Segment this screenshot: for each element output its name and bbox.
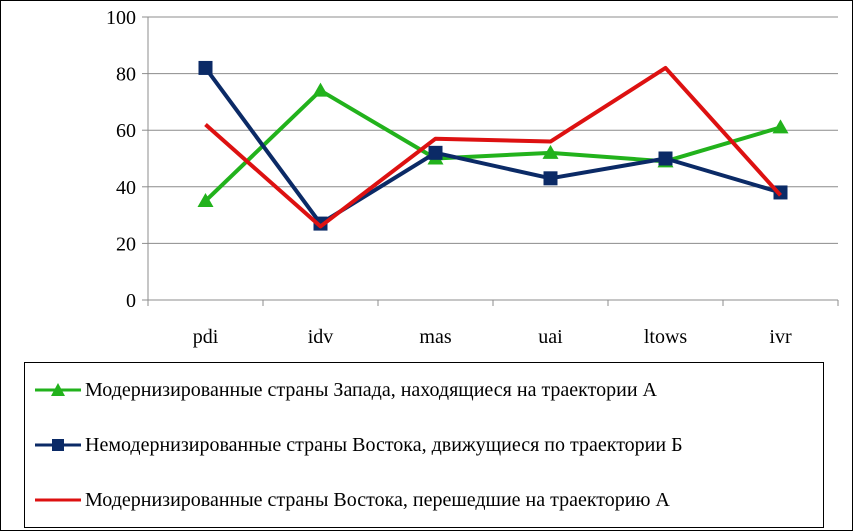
legend-swatch-red-line [35, 498, 81, 502]
legend-swatch-green-triangle [35, 383, 81, 396]
y-tick-label: 40 [116, 177, 136, 199]
data-point-triangle [197, 192, 214, 207]
series-line-0 [204, 88, 782, 203]
data-point-triangle [542, 144, 559, 159]
data-point-square [428, 145, 443, 160]
y-tick-label: 0 [126, 290, 136, 312]
y-tick-label: 20 [116, 233, 136, 255]
y-tick-label: 60 [116, 120, 136, 142]
legend-label: Модернизированные страны Востока, переше… [85, 488, 670, 511]
legend-label: Немодернизированные страны Востока, движ… [85, 433, 683, 456]
series-line-2 [204, 65, 782, 229]
line-chart: 0 20 40 60 80 100 pdi idv mas uai ltows ivr [106, 7, 839, 348]
chart-legend: Модернизированные страны Запада, находящ… [24, 362, 824, 528]
x-tick-label-ivr: ivr [769, 326, 792, 348]
y-tick-label: 100 [106, 7, 136, 29]
x-tick-label-mas: mas [419, 326, 451, 348]
y-tick-label: 80 [116, 64, 136, 86]
data-point-square [543, 171, 558, 186]
x-tick-label-uai: uai [538, 326, 563, 348]
x-tick-label-pdi: pdi [193, 326, 219, 348]
legend-entry-western-modernized: Модернизированные страны Запада, находящ… [35, 375, 657, 405]
x-tick-label-ltows: ltows [644, 326, 688, 348]
x-tick-label-idv: idv [308, 326, 334, 348]
data-point-square [198, 60, 213, 75]
legend-label: Модернизированные страны Запада, находящ… [85, 378, 657, 401]
legend-entry-eastern-modernized: Модернизированные страны Востока, переше… [35, 485, 670, 515]
data-point-triangle [772, 119, 789, 134]
legend-swatch-navy-square [35, 439, 81, 451]
legend-entry-eastern-nonmodernized: Немодернизированные страны Востока, движ… [35, 430, 683, 460]
data-point-square [313, 216, 328, 231]
series-line-1 [203, 66, 782, 226]
data-point-triangle [312, 82, 329, 97]
data-point-square [658, 151, 673, 166]
